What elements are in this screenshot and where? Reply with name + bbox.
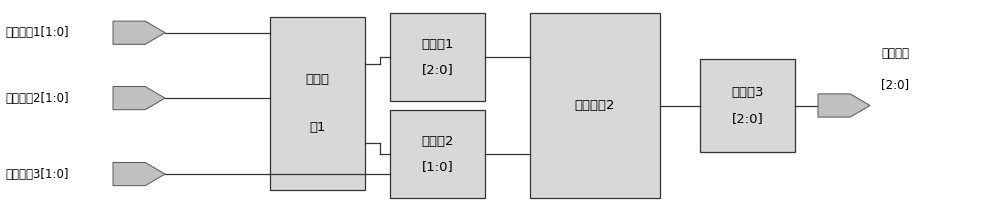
Polygon shape	[113, 162, 165, 186]
Text: 路1: 路1	[309, 121, 326, 134]
Text: 功能电: 功能电	[306, 73, 330, 86]
Text: 功能电路2: 功能电路2	[575, 99, 615, 112]
Text: 输入端口2[1:0]: 输入端口2[1:0]	[5, 92, 69, 105]
Polygon shape	[113, 21, 165, 44]
Bar	[700, 59, 795, 152]
Bar	[270, 17, 365, 190]
Text: 触发器1: 触发器1	[421, 38, 454, 51]
Text: [2:0]: [2:0]	[732, 112, 763, 125]
Text: [2:0]: [2:0]	[422, 63, 453, 76]
Text: 输出端口: 输出端口	[881, 47, 909, 60]
Text: [2:0]: [2:0]	[881, 78, 909, 91]
Text: 输入端口1[1:0]: 输入端口1[1:0]	[5, 26, 69, 39]
Polygon shape	[113, 87, 165, 110]
Bar	[390, 110, 485, 198]
Polygon shape	[818, 94, 870, 117]
Text: 触发器2: 触发器2	[421, 135, 454, 148]
Text: 输入端口3[1:0]: 输入端口3[1:0]	[5, 168, 68, 181]
Bar	[390, 13, 485, 101]
Text: [1:0]: [1:0]	[422, 160, 453, 173]
Bar	[530, 13, 660, 198]
Text: 触发器3: 触发器3	[731, 86, 764, 99]
